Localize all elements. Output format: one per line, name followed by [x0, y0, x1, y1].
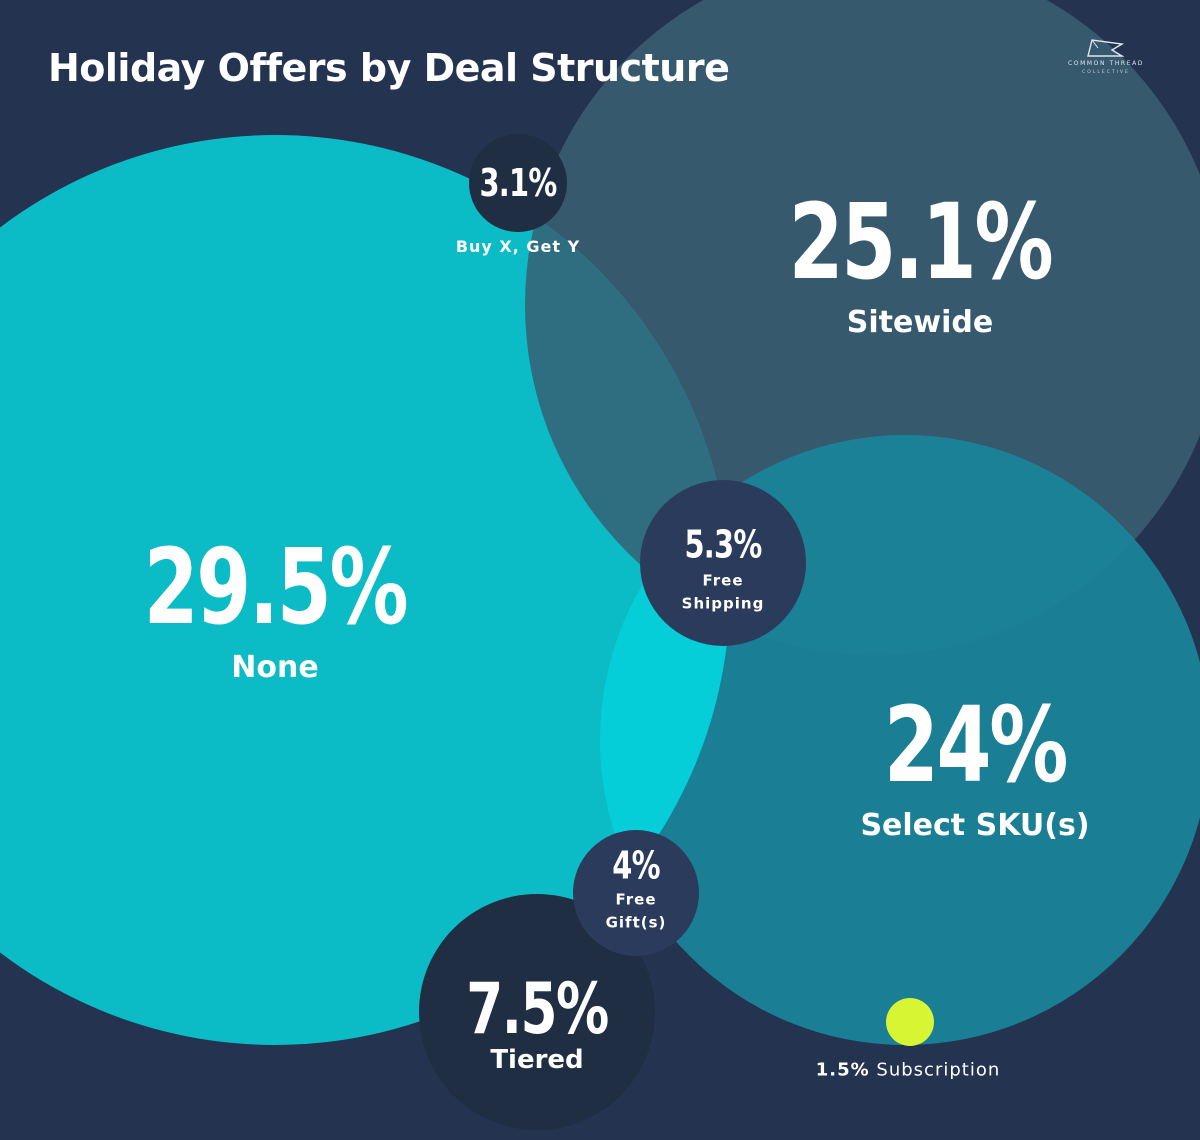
label-subscription: 1.5% Subscription: [816, 1060, 1001, 1081]
category-buy-x-get-y: Buy X, Get Y: [455, 236, 581, 256]
value-subscription: 1.5%: [815, 1059, 870, 1081]
value-free-shipping: 5.3%: [684, 522, 762, 567]
bubble-free-shipping: [640, 480, 806, 646]
label-free-gifts: 4% Free Gift(s): [605, 847, 668, 934]
category-free-gifts-line1: Free: [615, 890, 657, 909]
value-free-gifts: 4%: [612, 843, 660, 888]
category-sitewide: Sitewide: [846, 304, 994, 340]
label-sitewide: 25.1% Sitewide: [747, 190, 1093, 341]
category-free-shipping-line2: Shipping: [681, 594, 765, 612]
bubble-buy-x-get-y: [469, 134, 567, 232]
value-none: 29.5%: [143, 525, 409, 648]
flag-icon: [1087, 39, 1125, 57]
label-free-shipping: 5.3% Free Shipping: [672, 526, 773, 615]
category-select-skus: Select SKU(s): [860, 807, 1090, 843]
category-subscription: Subscription: [876, 1059, 1001, 1081]
bubble-subscription: [886, 998, 934, 1046]
value-select-skus: 24%: [883, 683, 1069, 806]
category-free-gifts-line2: Gift(s): [605, 913, 667, 931]
overlap-sitewide-none: [525, 135, 730, 655]
category-tiered: Tiered: [490, 1045, 584, 1076]
value-buy-x-get-y: 3.1%: [479, 161, 557, 205]
logo-text-line2: COLLECTIVE: [1082, 70, 1130, 75]
label-select-skus: 24% Select SKU(s): [855, 693, 1095, 844]
category-none: None: [231, 649, 319, 685]
category-free-shipping-line1: Free: [702, 571, 744, 590]
label-none: 29.5% None: [102, 535, 448, 686]
label-tiered: 7.5% Tiered: [444, 974, 630, 1076]
bubble-free-gift-s: [573, 830, 699, 956]
chart-title: Holiday Offers by Deal Structure: [48, 46, 730, 90]
value-tiered: 7.5%: [466, 968, 609, 1051]
category-buy-x-get-y-wrap: Buy X, Get Y: [455, 236, 581, 256]
logo-text-line1: COMMON THREAD: [1067, 60, 1145, 67]
bubble-tiered: [419, 894, 655, 1130]
value-buy-x-get-y-wrap: 3.1%: [467, 164, 568, 202]
value-sitewide: 25.1%: [788, 180, 1054, 303]
common-thread-logo: COMMON THREAD COLLECTIVE: [1056, 38, 1156, 96]
